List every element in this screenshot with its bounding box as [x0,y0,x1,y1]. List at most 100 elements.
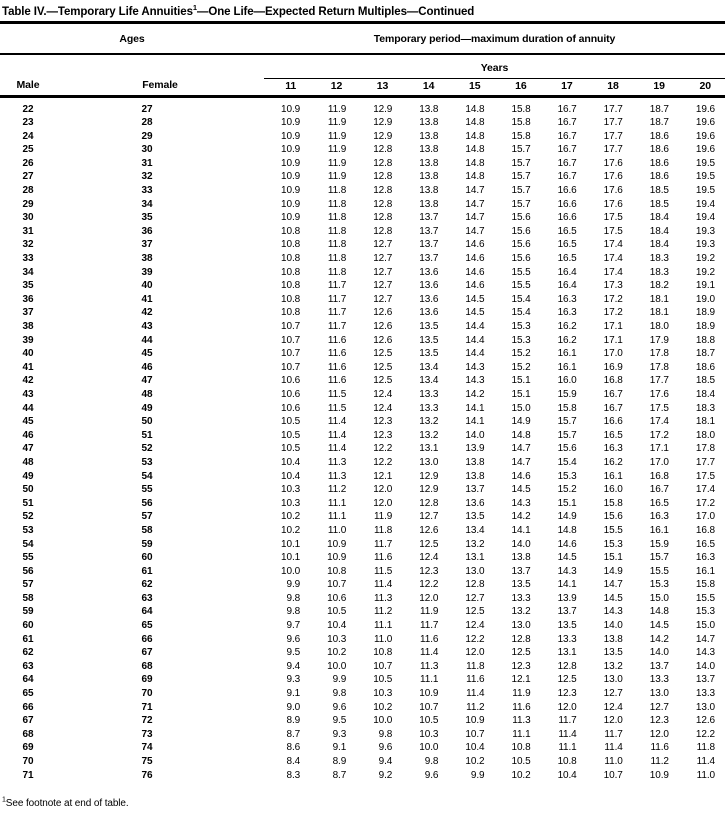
multiple-value-cell: 11.4 [604,742,623,754]
table-row: 52 57 10.2 11.1 11.9 12.7 13.5 14.2 14.9 15.6 16.3… [0,510,725,524]
multiple-value-cell: 11.4 [558,728,577,740]
multiple-value-cell: 14.1 [465,402,485,414]
multiple-value-cell: 12.7 [373,239,393,251]
multiple-value-cell: 14.7 [603,579,623,591]
multiple-value-cell: 11.9 [327,157,347,169]
male-age-cell: 58 [22,592,34,604]
multiple-value-cell: 14.0 [649,647,669,659]
multiple-value-cell: 13.2 [419,416,439,428]
multiple-value-cell: 13.8 [419,157,439,169]
multiple-value-cell: 17.0 [603,348,623,360]
multiple-value-cell: 12.3 [557,688,577,700]
table-row: 48 53 10.4 11.3 12.2 13.0 13.8 14.7 15.4 16.2 17.0… [0,456,725,470]
male-age-cell: 45 [22,416,34,428]
multiple-value-cell: 11.6 [466,674,485,686]
multiple-value-cell: 13.1 [465,552,485,564]
multiple-value-cell: 17.5 [695,470,715,482]
multiple-value-cell: 13.0 [511,620,531,632]
multiple-value-cell: 12.2 [419,579,439,591]
multiple-value-cell: 19.2 [695,266,715,278]
male-age-cell: 27 [22,171,34,183]
multiple-value-cell: 11.0 [327,524,347,536]
multiple-value-cell: 10.6 [281,402,301,414]
multiple-value-cell: 10.8 [373,647,393,659]
female-age-cell: 58 [141,524,153,536]
table-row: 55 60 10.1 10.9 11.6 12.4 13.1 13.8 14.5 15.1 15.7… [0,551,725,565]
female-age-cell: 29 [141,130,153,142]
multiple-value-cell: 12.0 [419,592,439,604]
multiple-value-cell: 12.5 [373,348,393,360]
table-row: 22 27 10.9 11.9 12.9 13.8 14.8 15.8 16.7 17.7 18.7… [0,96,725,116]
multiple-value-cell: 16.7 [649,484,669,496]
multiple-value-cell: 9.4 [378,756,393,767]
multiple-value-cell: 10.6 [281,388,301,400]
year-column-header-16: 16 [494,78,541,98]
male-age-cell: 64 [22,674,34,686]
multiple-value-cell: 14.2 [649,633,669,645]
multiple-value-cell: 9.9 [470,769,485,781]
female-age-cell: 34 [141,198,153,210]
multiple-value-cell: 13.5 [511,579,531,591]
multiple-value-cell: 18.6 [649,130,669,142]
table-row: 38 43 10.7 11.7 12.6 13.5 14.4 15.3 16.2 17.1 18.0… [0,320,725,334]
table-row: 65 70 9.1 9.8 10.3 10.9 11.4 11.9 12.3 12.7 13.0 13… [0,687,725,701]
table-row: 27 32 10.9 11.9 12.8 13.8 14.8 15.7 16.7 17.6 18.6… [0,170,725,184]
multiple-value-cell: 11.6 [420,633,439,645]
male-age-cell: 44 [22,402,34,414]
multiple-value-cell: 12.8 [373,212,393,224]
multiple-value-cell: 18.1 [649,307,669,319]
multiple-value-cell: 11.1 [512,728,531,740]
multiple-value-cell: 11.8 [466,660,485,672]
multiple-value-cell: 18.4 [695,388,715,400]
table-row: 71 76 8.3 8.7 9.2 9.6 9.9 10.2 10.4 10.7 10.9 11.0 [0,769,725,783]
multiple-value-cell: 14.9 [511,416,531,428]
multiple-value-cell: 12.6 [373,334,393,346]
multiple-value-cell: 16.4 [557,266,577,278]
male-age-cell: 50 [22,484,34,496]
multiple-value-cell: 14.2 [511,511,531,523]
table-row: 45 50 10.5 11.4 12.3 13.2 14.1 14.9 15.7 16.6 17.4… [0,415,725,429]
header-group-row: Ages Temporary period—maximum duration o… [0,24,725,55]
multiple-value-cell: 13.7 [557,606,577,618]
multiple-value-cell: 16.3 [557,293,577,305]
multiple-value-cell: 12.6 [373,321,393,332]
multiple-value-cell: 11.4 [373,579,393,591]
multiple-value-cell: 17.2 [695,497,715,509]
male-age-cell: 60 [22,620,34,632]
female-age-cell: 41 [141,293,153,305]
multiple-value-cell: 15.5 [511,266,531,278]
multiple-value-cell: 14.2 [465,388,485,400]
multiple-value-cell: 19.6 [695,144,715,156]
table-row: 58 63 9.8 10.6 11.3 12.0 12.7 13.3 13.9 14.5 15.0 1… [0,592,725,606]
male-age-cell: 35 [22,280,34,292]
multiple-value-cell: 16.1 [557,348,577,360]
multiple-value-cell: 9.4 [286,660,301,672]
multiple-value-cell: 10.0 [373,715,393,727]
multiple-value-cell: 13.3 [511,592,531,604]
multiple-value-cell: 12.3 [373,429,393,441]
multiple-value-cell: 16.6 [557,185,577,197]
multiple-value-cell: 11.4 [327,416,347,428]
multiple-value-cell: 11.3 [420,660,439,672]
multiple-value-cell: 19.6 [695,103,715,115]
multiple-value-cell: 15.9 [649,538,669,550]
year-column-header-17: 17 [540,78,587,98]
multiple-value-cell: 19.6 [695,130,715,142]
multiple-value-cell: 9.1 [286,688,301,700]
multiple-value-cell: 14.7 [511,443,531,455]
multiple-value-cell: 9.8 [286,606,301,618]
multiple-value-cell: 8.9 [332,756,347,767]
multiple-value-cell: 15.6 [511,225,531,237]
table-row: 54 59 10.1 10.9 11.7 12.5 13.2 14.0 14.6 15.3 15.9… [0,538,725,552]
multiple-value-cell: 11.9 [373,511,393,523]
multiple-value-cell: 12.7 [373,266,393,278]
multiple-value-cell: 9.8 [424,756,439,767]
table-row: 33 38 10.8 11.8 12.7 13.7 14.6 15.6 16.5 17.4 18.3… [0,252,725,266]
multiple-value-cell: 10.3 [373,688,393,700]
multiple-value-cell: 10.9 [419,688,439,700]
multiple-value-cell: 17.6 [603,171,623,183]
male-age-cell: 59 [22,606,34,618]
multiple-value-cell: 14.8 [465,144,485,156]
multiple-value-cell: 15.7 [511,157,531,169]
multiple-value-cell: 12.7 [373,253,393,265]
